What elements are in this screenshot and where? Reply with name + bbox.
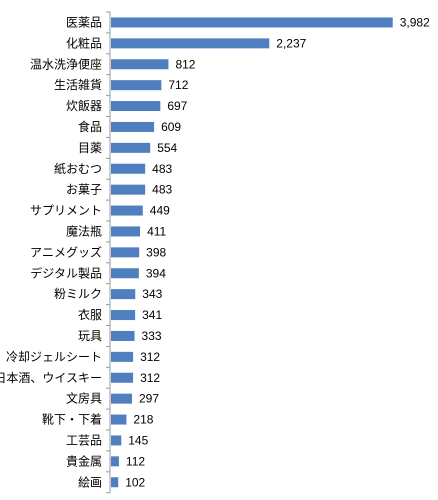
- category-label: 魔法瓶: [66, 223, 102, 238]
- category-label: 文房具: [66, 391, 102, 406]
- category-label: 日本酒、ウイスキー: [0, 371, 102, 385]
- category-label: 玩具: [78, 329, 102, 343]
- bar: [111, 310, 136, 321]
- bar: [111, 456, 119, 467]
- data-label: 145: [128, 433, 148, 447]
- category-label: 医薬品: [66, 15, 102, 29]
- bar: [111, 414, 127, 425]
- bar: [111, 372, 134, 383]
- data-label: 712: [168, 78, 188, 92]
- data-label: 483: [152, 162, 172, 176]
- data-label: 609: [161, 120, 181, 134]
- category-label: 紙おむつ: [54, 161, 102, 176]
- category-label: 工芸品: [66, 433, 102, 447]
- data-label: 297: [139, 392, 159, 406]
- data-label: 812: [175, 57, 195, 71]
- data-label: 483: [152, 183, 172, 197]
- category-label: 冷却ジェルシート: [6, 350, 102, 364]
- category-label: アニメグッズ: [30, 244, 102, 259]
- bar: [111, 226, 141, 237]
- category-label: サプリメント: [30, 204, 102, 218]
- data-label: 312: [140, 350, 160, 364]
- bar: [111, 184, 146, 195]
- data-label: 102: [125, 475, 145, 489]
- bar: [111, 477, 119, 488]
- category-label: 粉ミルク: [54, 287, 102, 301]
- bar: [111, 142, 151, 153]
- bar: [111, 163, 146, 174]
- category-label: 温水洗浄便座: [30, 56, 102, 71]
- bar: [111, 80, 162, 91]
- category-label: 目薬: [78, 141, 102, 155]
- bar: [111, 351, 134, 362]
- data-label: 341: [142, 308, 162, 322]
- category-label: 靴下・下着: [42, 412, 102, 427]
- data-label: 554: [157, 141, 177, 155]
- data-label: 312: [140, 371, 160, 385]
- category-label: お菓子: [66, 183, 102, 197]
- bar: [111, 38, 270, 49]
- bar: [111, 289, 136, 300]
- data-label: 394: [146, 266, 166, 280]
- bar: [111, 59, 169, 70]
- data-label: 343: [142, 287, 162, 301]
- category-label: 炊飯器: [66, 98, 102, 113]
- category-label: 化粧品: [66, 36, 102, 50]
- category-label: デジタル製品: [30, 265, 102, 280]
- data-label: 697: [167, 99, 187, 113]
- bar: [111, 330, 135, 341]
- data-label: 398: [146, 245, 166, 259]
- bar: [111, 101, 161, 112]
- bar: [111, 121, 155, 132]
- bar: [111, 268, 139, 279]
- category-label: 貴金属: [66, 453, 102, 468]
- category-label: 衣服: [78, 307, 102, 322]
- category-label: 絵画: [78, 474, 102, 489]
- bar: [111, 393, 133, 404]
- bar: [111, 205, 143, 216]
- data-label: 2,237: [276, 36, 306, 50]
- bar: [111, 435, 122, 446]
- data-label: 333: [142, 329, 162, 343]
- data-label: 411: [147, 224, 166, 238]
- data-label: 3,982: [400, 15, 430, 29]
- category-label: 食品: [78, 119, 102, 134]
- bar: [111, 247, 140, 258]
- bar: [111, 17, 393, 28]
- data-label: 112: [126, 454, 145, 468]
- category-label: 生活雑貨: [54, 77, 102, 92]
- data-label: 218: [133, 413, 153, 427]
- data-label: 449: [150, 204, 170, 218]
